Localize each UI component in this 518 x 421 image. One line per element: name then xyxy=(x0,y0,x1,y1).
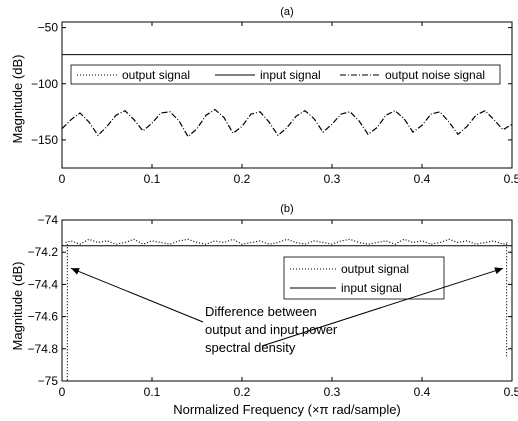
panel-a-xtick-label-3: 0.3 xyxy=(324,172,341,186)
panel-b-ytick-label-4: −74.8 xyxy=(28,342,59,356)
panel-a-xtick-label-5: 0.5 xyxy=(504,172,518,186)
panel-b-legend-box xyxy=(283,256,445,300)
panel-b-ylabel: Magnitude (dB) xyxy=(10,262,25,351)
annotation-arrows xyxy=(70,267,504,347)
panel-b-series-output-signal-1 xyxy=(65,238,509,245)
panel-a-ticks-layer: 0 0.1 0.2 0.3 0.4 0.5 −50 −100 −150 xyxy=(31,21,518,186)
panel-a-xtick-label-1: 0.1 xyxy=(144,172,161,186)
panel-a-xtick-label-2: 0.2 xyxy=(234,172,251,186)
panel-b-series-layer xyxy=(62,238,512,381)
panel-b-ytick-label-0: −74 xyxy=(38,213,59,227)
panel-b-ytick-label-5: −75 xyxy=(38,374,59,388)
panel-b-xtick-label-4: 0.4 xyxy=(414,385,431,399)
annotation-arrow-0 xyxy=(70,267,204,323)
panel-a-legend: output signal input signal output noise … xyxy=(70,64,501,85)
annotation-arrow-1 xyxy=(261,267,504,347)
annotation-line-2: output and input power xyxy=(205,322,338,337)
panel-a-ytick-label-1: −100 xyxy=(31,77,58,91)
legend-a-output-noise-label: output noise signal xyxy=(385,68,485,82)
legend-a-output-signal-label: output signal xyxy=(122,68,190,82)
panel-b-xtick-label-1: 0.1 xyxy=(144,385,161,399)
panel-a-series-output-noise-signal-1 xyxy=(61,108,513,138)
panel-b-ticks-layer: 0 0.1 0.2 0.3 0.4 0.5 −74 −74.2 −74.4 −74.6 −74.8 −… xyxy=(28,213,518,399)
annotation-line-3: spectral density xyxy=(205,340,296,355)
panel-b-ytick-label-1: −74.2 xyxy=(28,245,59,259)
annotation-line-1: Difference between xyxy=(205,304,317,319)
panel-b-ytick-label-2: −74.4 xyxy=(28,277,59,291)
panel-a-legend-box xyxy=(70,64,501,85)
panel-a-title: (a) xyxy=(280,6,293,18)
panel-a-xtick-label-4: 0.4 xyxy=(414,172,431,186)
panel-a-axes-box xyxy=(61,21,513,169)
panel-b-title: (b) xyxy=(280,203,293,215)
annotation-arrowhead-0 xyxy=(71,268,80,275)
legend-b-input-signal-label: input signal xyxy=(341,281,402,295)
panel-b-xtick-label-5: 0.5 xyxy=(504,385,518,399)
panel-b-legend: output signal input signal xyxy=(283,256,445,300)
panel-b-xtick-label-0: 0 xyxy=(59,385,66,399)
panel-a-xtick-label-0: 0 xyxy=(59,172,66,186)
panel-b-xtick-label-3: 0.3 xyxy=(324,385,341,399)
panel-b-annotation: Difference between output and input powe… xyxy=(70,267,504,355)
legend-a-input-signal-label: input signal xyxy=(260,68,321,82)
legend-b-output-signal-label: output signal xyxy=(341,262,409,276)
panel-a-ylabel: Magnitude (dB) xyxy=(10,55,25,144)
panel-b: (b) Magnitude (dB) Normalized Frequency … xyxy=(10,203,518,417)
panel-b-xtick-label-2: 0.2 xyxy=(234,385,251,399)
panel-a-series-layer xyxy=(61,54,513,138)
annotation-arrowhead-1 xyxy=(494,267,503,275)
panel-b-axes-box xyxy=(61,219,513,382)
panel-b-xlabel: Normalized Frequency (×π rad/sample) xyxy=(173,402,401,417)
panel-a: (a) Magnitude (dB) 0 0.1 0.2 0.3 0.4 0.5 −50 −1… xyxy=(10,6,518,186)
panel-a-ytick-label-0: −50 xyxy=(38,21,59,35)
panel-b-ytick-label-3: −74.6 xyxy=(28,310,59,324)
panel-a-ytick-label-2: −150 xyxy=(31,133,58,147)
